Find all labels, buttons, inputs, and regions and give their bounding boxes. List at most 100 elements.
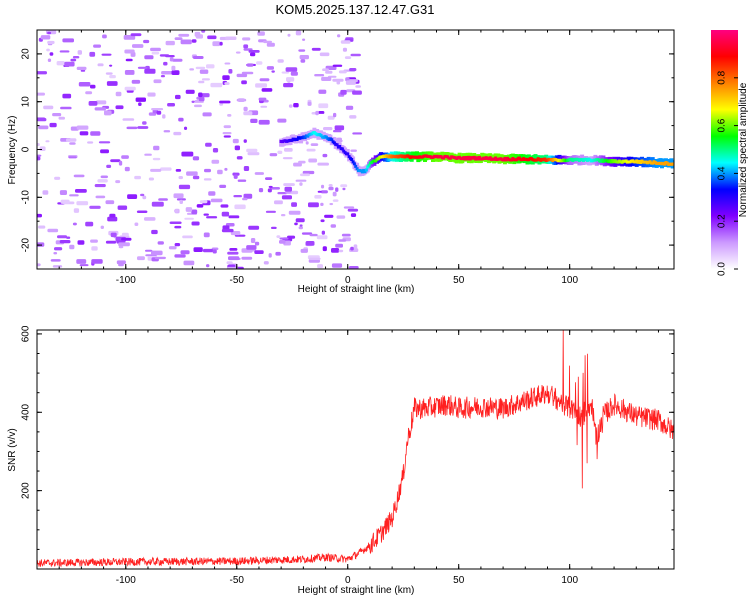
spectrogram-cell [53,252,58,255]
spectrogram-cell [266,42,275,47]
spectrogram-cell [338,249,344,253]
spectrogram-cell [151,108,164,111]
trace-core [478,155,482,159]
spectrogram-cell [137,126,149,129]
spectrogram-cell [227,251,239,255]
spectrogram-cell [100,225,104,229]
spectrogram-cell [175,169,182,172]
spectrogram-cell [37,156,41,161]
spectrogram-cell [265,177,273,180]
spectrogram-cell [176,198,186,201]
snr-line-group [37,330,674,568]
spectrogram-cell [89,51,96,57]
x-tick-label: 100 [561,575,578,586]
spectrogram-cell [263,261,269,265]
spectrogram-cell [79,264,89,267]
spectrogram-cell [332,199,339,202]
spectrogram-cell [290,190,299,195]
spectrogram-cell [153,79,162,84]
spectrogram-cell [299,182,303,186]
spectrogram-cell [212,249,217,254]
spectrogram-cell [174,254,186,258]
spectrogram-cell [91,259,103,264]
spectrogram-cell [171,70,180,75]
spectrogram-cell [144,55,154,60]
spectrogram-cell [340,40,351,44]
spectrogram-cell [258,97,267,101]
spectrogram-cell [62,38,74,43]
spectrogram-cell [323,127,333,131]
spectrogram-cell [109,75,116,79]
spectrogram-cell [246,148,258,153]
spectrogram-cell [345,105,354,110]
spectrogram-cell [121,155,129,159]
spectrogram-cell [352,90,362,95]
chart-title: KOM5.2025.137.12.47.G31 [275,2,434,17]
spectrogram-cell [254,241,260,246]
spectrogram-cell [321,230,325,235]
spectrogram-cell [57,235,68,239]
spectrogram-cell [305,241,315,246]
spectrogram-cell [79,131,89,136]
spectrogram-cell [97,63,104,67]
spectrogram-cell [109,213,116,218]
spectrogram-cell [290,71,298,76]
spectrogram-cell [162,114,166,119]
spectrogram-cell [286,77,295,82]
spectrogram-cell [254,250,264,254]
spectrogram-cell [47,228,59,233]
spectrogram-cell [118,242,130,247]
spectrogram-cell [73,174,85,178]
spectrogram-cell [243,139,247,143]
spectrogram-cell [161,71,173,75]
spectrogram-cell [50,259,61,262]
spectrogram-cell [332,78,344,82]
trace-core [502,158,505,162]
spectrogram-cell [115,91,122,97]
spectrogram-cell [246,245,257,250]
spectrogram-cell [322,153,328,158]
spectrogram-cell [42,190,49,195]
spectrogram-cell [165,40,175,46]
spectrogram-cell [345,80,356,85]
spectrogram-cell [217,169,223,175]
spectrogram-cell [90,131,101,136]
spectrogram-cell [93,44,101,48]
spectrogram-cell [301,232,313,235]
spectrogram-cell [267,188,272,193]
y-tick-label: -20 [21,237,32,252]
spectrogram-cell [350,53,361,57]
spectrogram-cell [241,256,253,260]
spectrogram-cell [281,214,286,217]
spectrogram-cell [302,170,315,175]
spectrogram-cell [336,215,346,219]
spectrogram-cell [107,216,118,222]
spectrogram-cell [151,229,158,235]
spectrogram-cell [220,204,229,208]
spectrogram-cell [212,148,219,153]
spectrogram-cell [138,102,142,106]
spectrogram-cell [241,71,254,75]
spectrogram-cell [184,126,188,130]
spectrogram-cell [157,241,164,245]
spectrogram-cell [300,173,310,177]
spectrogram-cell [106,164,112,168]
spectrogram-cell [185,89,195,94]
spectrogram-cell [191,39,197,43]
spectrogram-cell [172,58,183,62]
trace-core [467,155,471,159]
spectrogram-y-ticks: -20 -10 0 10 20 [21,29,674,270]
spectrogram-cell [134,175,141,180]
spectrogram-cell [125,58,133,62]
y-tick-label: 20 [21,48,32,60]
spectrogram-cell [45,140,50,143]
spectrogram-cell [181,151,194,157]
spectrogram-cell [62,93,72,99]
spectrogram-cell [277,192,288,195]
spectrogram-cell [243,193,253,199]
y-tick-label: 200 [21,482,32,499]
trace-core [366,165,370,169]
spectrogram-cell [321,184,325,189]
spectrogram-cell [174,37,183,40]
